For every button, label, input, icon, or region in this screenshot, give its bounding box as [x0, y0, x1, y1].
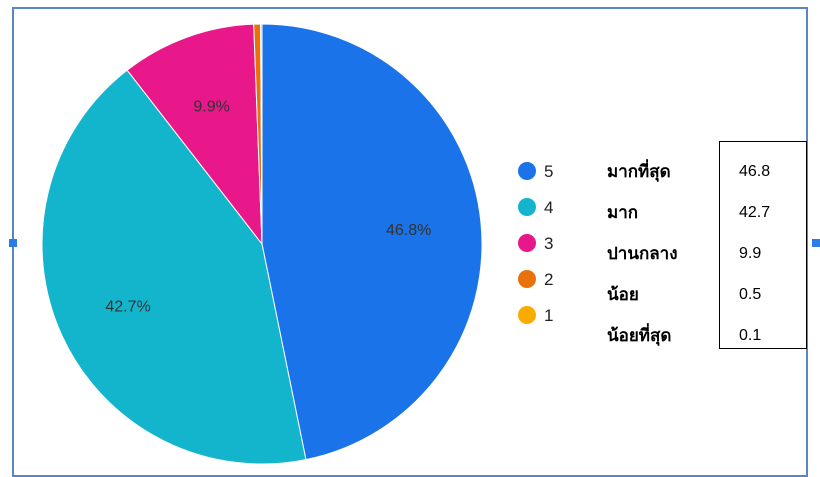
value-cell-5: 0.1: [739, 327, 762, 344]
legend-label-1: 1: [544, 306, 553, 325]
slice-label-4: 42.7%: [105, 299, 150, 316]
slice-label-3: 9.9%: [193, 98, 229, 115]
legend-label-3: 3: [544, 234, 553, 253]
legend-label-5: 5: [544, 162, 553, 181]
value-cell-3: 9.9: [739, 245, 762, 262]
pie-slice-4[interactable]: [41, 69, 307, 465]
legend-label-4: 4: [544, 198, 553, 217]
legend-marker-3: [518, 234, 536, 252]
pie-slice-labels: 46.8% 42.7% 9.9%: [105, 98, 431, 315]
pie-slices: [41, 23, 483, 465]
chart-legend: 5 4 3 2 1: [518, 162, 553, 325]
slice-label-5: 46.8%: [386, 222, 431, 239]
annotation-label-5: น้อยที่สุด: [607, 326, 672, 346]
right-resize-handle[interactable]: [812, 239, 820, 247]
annotation-label-3: ปานกลาง: [607, 244, 678, 264]
value-cell-4: 0.5: [739, 286, 762, 303]
value-cell-1: 46.8: [739, 163, 771, 180]
legend-marker-4: [518, 198, 536, 216]
annotation-label-1: มากที่สุด: [607, 162, 671, 182]
annotation-label-2: มาก: [607, 203, 639, 223]
pie-slice-3[interactable]: [126, 23, 263, 246]
value-table-box: 46.8 42.7 9.9 0.5 0.1: [719, 141, 807, 349]
legend-marker-5: [518, 162, 536, 180]
pie-slice-1[interactable]: [260, 23, 263, 245]
legend-label-2: 2: [544, 270, 553, 289]
value-cell-2: 42.7: [739, 204, 771, 221]
legend-marker-2: [518, 270, 536, 288]
legend-marker-1: [518, 306, 536, 324]
annotation-label-4: น้อย: [607, 285, 639, 305]
left-resize-handle[interactable]: [9, 239, 17, 247]
pie-slice-5[interactable]: [261, 23, 483, 461]
